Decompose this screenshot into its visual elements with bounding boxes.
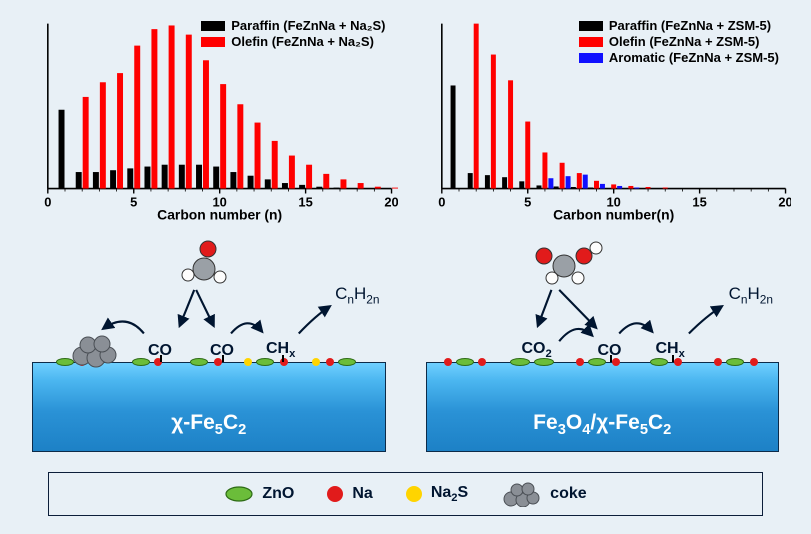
legend-text: ZnO	[262, 485, 294, 503]
product-label: CnH2n	[729, 284, 773, 306]
svg-text:5: 5	[130, 194, 137, 209]
svg-text:20: 20	[778, 194, 791, 209]
na2s-icon	[405, 485, 423, 503]
na-icon	[326, 485, 344, 503]
molecule-co-h2-icon	[170, 235, 240, 287]
legend-olefin-right: Olefin (FeZnNa + ZSM-5)	[579, 34, 779, 49]
legend-paraffin-left: Paraffin (FeZnNa + Na₂S)	[201, 18, 385, 33]
legend-label: Paraffin (FeZnNa + Na₂S)	[231, 18, 385, 33]
right-panel: 05101520Carbon number(n) Paraffin (FeZnN…	[414, 14, 792, 466]
swatch-olefin	[201, 37, 225, 47]
right-chart: 05101520Carbon number(n) Paraffin (FeZnN…	[414, 14, 792, 224]
svg-text:0: 0	[438, 194, 445, 209]
swatch-paraffin	[579, 21, 603, 31]
legend-label: Paraffin (FeZnNa + ZSM-5)	[609, 18, 771, 33]
left-scheme: χ-Fe5C2 CO CO CHx	[20, 230, 398, 466]
legend-na: Na	[326, 485, 372, 503]
figure-root: 05101520Carbon number (n) Paraffin (FeZn…	[0, 0, 811, 534]
product-label: CnH2n	[335, 284, 379, 306]
legend-coke: coke	[500, 481, 586, 507]
legend-label: Aromatic (FeZnNa + ZSM-5)	[609, 50, 779, 65]
molecule-co2-h2-icon	[520, 236, 608, 286]
svg-text:5: 5	[524, 194, 531, 209]
svg-text:15: 15	[298, 194, 312, 209]
legend-text: Na2S	[431, 484, 468, 504]
panels-row: 05101520Carbon number (n) Paraffin (FeZn…	[20, 14, 791, 466]
legend-text: Na	[352, 485, 372, 503]
legend-aromatic-right: Aromatic (FeZnNa + ZSM-5)	[579, 50, 779, 65]
right-scheme: Fe3O4/χ-Fe5C2 CO2 CO CHx	[414, 230, 792, 466]
svg-text:0: 0	[44, 194, 51, 209]
left-chart: 05101520Carbon number (n) Paraffin (FeZn…	[20, 14, 398, 224]
swatch-olefin	[579, 37, 603, 47]
svg-text:Carbon number (n): Carbon number (n)	[157, 206, 282, 222]
swatch-aromatic	[579, 53, 603, 63]
legend-label: Olefin (FeZnNa + ZSM-5)	[609, 34, 760, 49]
legend-paraffin-right: Paraffin (FeZnNa + ZSM-5)	[579, 18, 779, 33]
promoter-legend: ZnO Na Na2S coke	[48, 472, 763, 516]
swatch-paraffin	[201, 21, 225, 31]
legend-zno: ZnO	[224, 485, 294, 503]
svg-text:20: 20	[384, 194, 397, 209]
coke-icon	[500, 481, 542, 507]
left-chart-legend: Paraffin (FeZnNa + Na₂S) Olefin (FeZnNa …	[201, 18, 385, 50]
svg-text:Carbon number(n): Carbon number(n)	[553, 206, 674, 222]
right-chart-legend: Paraffin (FeZnNa + ZSM-5) Olefin (FeZnNa…	[579, 18, 779, 66]
legend-label: Olefin (FeZnNa + Na₂S)	[231, 34, 374, 49]
svg-text:15: 15	[692, 194, 706, 209]
legend-text: coke	[550, 485, 586, 503]
left-panel: 05101520Carbon number (n) Paraffin (FeZn…	[20, 14, 398, 466]
legend-olefin-left: Olefin (FeZnNa + Na₂S)	[201, 34, 385, 49]
zno-icon	[224, 485, 254, 503]
legend-na2s: Na2S	[405, 484, 468, 504]
